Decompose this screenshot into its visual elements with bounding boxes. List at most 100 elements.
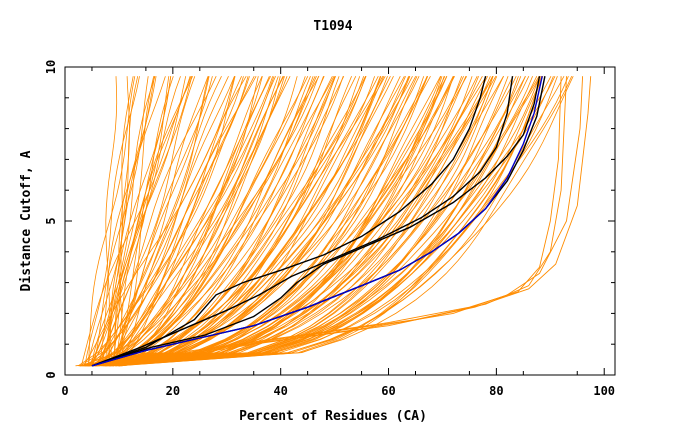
background-series-line (90, 76, 311, 367)
background-series-line (87, 76, 166, 366)
background-series-line (106, 76, 386, 367)
background-series-line (114, 76, 170, 366)
background-series-line (88, 76, 388, 367)
background-series-line (88, 76, 497, 367)
background-series-line (119, 76, 509, 367)
background-series-line (86, 76, 242, 367)
x-tick-label: 80 (489, 384, 503, 398)
background-series-line (88, 76, 172, 366)
background-series-line (118, 76, 454, 367)
background-series-line (110, 76, 429, 367)
background-series-line (101, 76, 229, 366)
background-series-line (108, 76, 394, 367)
background-series-line (86, 76, 448, 367)
highlighted-series-group (91, 76, 546, 367)
highlight-series-line-black (91, 76, 514, 367)
background-series-line (109, 76, 483, 367)
outlier-series-line (108, 76, 567, 367)
background-series-line (111, 76, 431, 367)
background-series-line (118, 76, 336, 367)
background-series-line (94, 76, 276, 367)
background-series-line (100, 76, 325, 367)
background-series-line (107, 76, 235, 367)
background-series-line (92, 76, 149, 366)
outlier-series-group (102, 76, 592, 367)
x-axis-label: Percent of Residues (CA) (239, 409, 427, 424)
background-series-line (84, 76, 384, 367)
background-series-line (92, 76, 298, 367)
background-series-line (84, 76, 467, 367)
background-series-line (94, 76, 196, 366)
background-series-line (94, 76, 441, 367)
plot-frame (64, 66, 616, 376)
background-series-line (114, 76, 494, 367)
background-series-line (91, 76, 478, 367)
background-series-line (80, 76, 391, 367)
background-series-line (103, 76, 411, 367)
background-series-line (112, 76, 406, 367)
background-series-line (93, 76, 271, 367)
background-series-line (95, 76, 274, 367)
y-axis-label: Distance Cutoff, A (19, 150, 34, 291)
background-series-line (87, 76, 235, 367)
background-series-line (101, 76, 174, 366)
background-series-line (116, 76, 336, 367)
background-series-line (115, 76, 344, 367)
background-series-line (94, 76, 455, 367)
background-series-line (89, 76, 335, 367)
x-tick-label: 20 (166, 384, 180, 398)
background-series-line (81, 76, 192, 366)
background-series-line (100, 76, 217, 366)
highlight-series-line-black (91, 76, 487, 367)
x-tick-label: 100 (593, 384, 615, 398)
x-tick-label: 60 (381, 384, 395, 398)
background-series-line (89, 75, 540, 367)
background-series-line (109, 76, 285, 367)
background-series-line (106, 76, 401, 367)
outlier-series-line (118, 76, 592, 367)
axis-ticks: 0 20 40 60 80 100 0 5 10 (44, 60, 615, 398)
background-series-line (104, 76, 118, 366)
background-series-line (77, 76, 255, 367)
outlier-series-line (113, 76, 584, 367)
background-series-line (87, 75, 320, 367)
y-tick-label: 10 (44, 60, 58, 74)
highlight-series-line-blue (91, 76, 543, 367)
x-tick-label: 40 (273, 384, 287, 398)
background-series-line (84, 76, 140, 366)
background-series-line (107, 76, 210, 367)
x-tick-label: 0 (61, 384, 68, 398)
background-series-line (91, 76, 417, 367)
background-series-line (103, 76, 573, 367)
background-series-line (80, 76, 284, 367)
background-series-line (87, 76, 367, 367)
background-series-group (75, 75, 574, 367)
background-series-line (109, 76, 541, 367)
background-series-line (83, 76, 468, 367)
background-series-line (95, 76, 285, 367)
background-series-line (78, 76, 455, 367)
background-series-line (91, 76, 191, 366)
background-series-line (112, 76, 314, 367)
background-series-line (75, 76, 428, 367)
background-series-line (101, 76, 382, 367)
background-series-line (108, 76, 316, 367)
highlight-series-line-black (91, 76, 541, 367)
background-series-line (115, 76, 222, 366)
background-series-line (114, 76, 155, 366)
background-series-line (117, 76, 365, 367)
background-series-line (117, 76, 542, 367)
background-series-line (91, 76, 193, 366)
y-tick-label: 0 (44, 371, 58, 378)
background-series-line (93, 76, 493, 367)
background-series-line (91, 76, 187, 366)
y-tick-label: 5 (44, 217, 58, 224)
background-series-line (89, 76, 489, 367)
chart-title: T1094 (313, 19, 352, 34)
background-series-line (93, 76, 385, 367)
background-series-line (79, 76, 249, 367)
background-series-line (96, 76, 544, 367)
background-series-line (98, 76, 514, 367)
background-series-line (81, 76, 291, 367)
